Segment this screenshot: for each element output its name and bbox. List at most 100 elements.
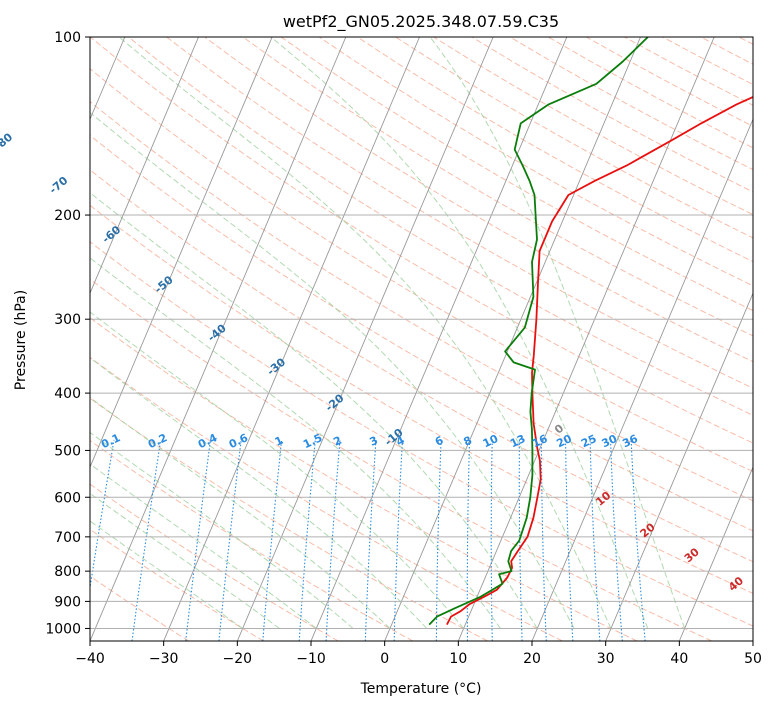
y-tick-label: 1000 xyxy=(45,621,81,637)
mixing-ratio-line xyxy=(435,439,442,641)
plot-frame xyxy=(89,36,754,642)
dry-adiabat-line xyxy=(90,278,712,641)
mixing-ratio-label: 10 xyxy=(481,432,501,450)
dewpoint-line xyxy=(428,37,649,626)
y-tick-label: 100 xyxy=(54,30,81,46)
mixing-ratio-label: 0.2 xyxy=(146,431,169,451)
dry-adiabat-line xyxy=(128,37,753,416)
dry-adiabat-line xyxy=(90,317,638,641)
isotherm-line xyxy=(457,37,715,641)
dry-adiabat-line xyxy=(204,37,753,363)
isotherm-label: -50 xyxy=(152,273,176,296)
moist-adiabat-line xyxy=(429,37,686,629)
x-tick-label: 50 xyxy=(744,651,762,667)
y-tick-label: 400 xyxy=(54,386,81,402)
dry-adiabat-line xyxy=(166,37,753,389)
isotherm-line xyxy=(531,118,753,641)
x-tick-label: 0 xyxy=(380,651,389,667)
dry-adiabat-line xyxy=(662,37,753,86)
isotherm-line xyxy=(752,639,753,641)
y-tick-label: 900 xyxy=(54,594,81,610)
moist-adiabat-line xyxy=(90,492,280,629)
mixing-ratio-label: 13 xyxy=(508,432,527,450)
axes: −40 −30 −20 −10 0 10 20 30 40 5010020030040050060… xyxy=(45,30,762,667)
isotherm-label: -60 xyxy=(100,223,124,246)
isotherm-line xyxy=(678,465,753,641)
mixing-ratio-label: 1 xyxy=(273,434,285,449)
mixing-ratio-line xyxy=(218,439,242,641)
mixing-ratio-label: 8 xyxy=(462,434,474,449)
mixing-ratio-line xyxy=(298,439,316,641)
moist-adiabat-line xyxy=(90,520,243,629)
dry-adiabat-line xyxy=(509,37,753,171)
y-tick-label: 300 xyxy=(54,312,81,328)
mixing-ratio-line xyxy=(609,439,623,641)
mixing-ratio-label: 30 xyxy=(600,432,620,450)
isotherm-label: -70 xyxy=(47,174,71,197)
isotherm-line xyxy=(384,37,641,641)
dry-adiabat-line xyxy=(90,169,753,563)
x-tick-label: 40 xyxy=(670,651,688,667)
mixing-ratio-line xyxy=(90,439,115,592)
dry-adiabat-line xyxy=(90,356,563,641)
mixing-ratio-line xyxy=(518,439,523,641)
x-tick-label: −30 xyxy=(149,651,179,667)
mixing-ratio-line xyxy=(490,439,493,641)
mixing-ratio-label: 36 xyxy=(620,432,640,450)
moist-adiabat-line xyxy=(90,257,501,629)
mixing-ratio-label: 2 xyxy=(331,434,343,449)
mixing-ratio-line xyxy=(466,439,471,641)
mixing-ratio-label: 25 xyxy=(579,432,598,450)
theta-label: 40 xyxy=(726,574,746,594)
dry-adiabat-line xyxy=(90,575,190,641)
moist-adiabat-line xyxy=(90,463,317,629)
x-tick-label: 30 xyxy=(597,651,615,667)
dry-adiabat-line xyxy=(624,37,753,106)
dry-adiabat-line xyxy=(90,204,753,594)
mixing-ratio-line xyxy=(262,439,283,641)
dry-adiabat-line xyxy=(586,37,753,127)
dry-adiabat-line xyxy=(700,37,753,65)
mixing-ratio-label: 6 xyxy=(433,434,446,449)
x-axis-label: Temperature (°C) xyxy=(360,681,482,697)
mixing-ratio-line xyxy=(540,439,547,641)
isotherm-label: -30 xyxy=(265,355,289,378)
mixing-ratio-label: 0.1 xyxy=(99,431,122,451)
dry-adiabat-line xyxy=(90,241,753,627)
isotherm-line xyxy=(236,37,494,641)
isotherm-line xyxy=(163,37,420,641)
theta-label: 20 xyxy=(638,520,658,540)
moist-adiabat-line xyxy=(90,111,575,629)
isotherm-line xyxy=(90,37,347,641)
dry-adiabat-line xyxy=(280,37,753,312)
profile-lines xyxy=(428,37,753,626)
dry-adiabat-line xyxy=(738,37,753,45)
x-tick-label: −20 xyxy=(223,651,253,667)
x-tick-label: 20 xyxy=(523,651,541,667)
mixing-ratio-label: 3 xyxy=(368,434,380,449)
y-tick-label: 600 xyxy=(54,490,81,506)
isotherm-line xyxy=(605,292,753,641)
chart-title: wetPf2_GN05.2025.348.07.59.C35 xyxy=(283,12,559,32)
moist-adiabat-line xyxy=(270,37,649,629)
isotherm-line xyxy=(310,37,568,641)
y-axis-label: Pressure (hPa) xyxy=(13,290,29,390)
mixing-ratio-line xyxy=(589,439,601,641)
isotherm-line xyxy=(90,37,273,469)
diagram-labels: -100-90-80-70-60-50-40-30-20-100.10.20.4… xyxy=(0,130,746,594)
mixing-ratio-label: 16 xyxy=(530,432,550,450)
dry-adiabat-line xyxy=(90,134,753,532)
mixing-ratio-label: 0.6 xyxy=(227,431,250,451)
mixing-ratio-line xyxy=(564,439,574,641)
isotherm-label: -80 xyxy=(0,130,15,153)
isotherm-label: -20 xyxy=(323,391,347,414)
mixing-ratio-line xyxy=(325,439,341,641)
theta-label: 10 xyxy=(593,489,613,509)
mixing-ratio-line xyxy=(185,439,212,641)
moist-adiabat-line xyxy=(90,311,464,629)
x-tick-label: 10 xyxy=(449,651,467,667)
mixing-ratio-label: 20 xyxy=(555,432,575,450)
mixing-ratio-line xyxy=(393,439,404,641)
pressure-gridlines xyxy=(90,37,753,629)
y-tick-label: 200 xyxy=(54,208,81,224)
